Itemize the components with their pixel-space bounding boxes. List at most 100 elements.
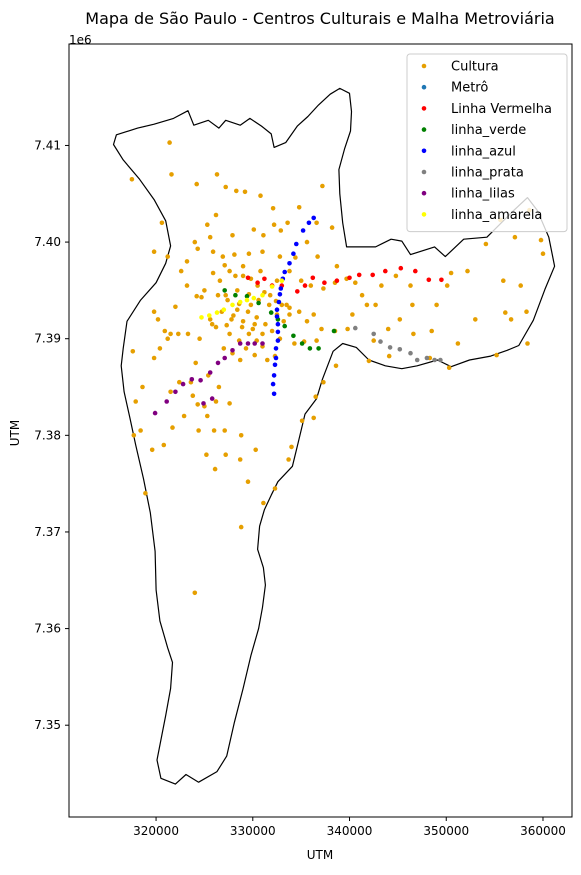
data-point xyxy=(353,325,358,331)
data-point xyxy=(356,272,362,278)
data-point xyxy=(214,172,220,177)
data-point xyxy=(244,297,250,303)
data-point xyxy=(213,324,219,330)
data-point xyxy=(151,249,157,254)
legend-label: Linha Vermelha xyxy=(451,102,552,117)
series-linha-prata xyxy=(353,325,443,363)
data-point xyxy=(240,273,246,279)
data-point xyxy=(315,254,320,259)
data-point xyxy=(273,346,279,351)
data-point xyxy=(432,357,437,363)
data-point xyxy=(252,321,257,327)
data-point xyxy=(350,312,355,317)
data-point xyxy=(204,452,209,458)
data-point xyxy=(370,272,376,278)
data-point xyxy=(181,413,187,419)
data-point xyxy=(168,389,173,395)
data-point xyxy=(245,479,251,485)
data-point xyxy=(353,280,358,286)
data-point xyxy=(282,323,288,329)
legend-marker xyxy=(421,169,427,175)
data-point xyxy=(256,300,261,306)
data-point xyxy=(221,346,227,351)
legend-marker xyxy=(421,190,427,196)
data-point xyxy=(413,268,418,274)
data-point xyxy=(272,486,278,491)
data-point xyxy=(274,314,280,319)
data-point xyxy=(211,428,217,433)
y-tick-label: 7.37 xyxy=(34,525,61,539)
data-point xyxy=(221,307,227,313)
y-axis-label: UTM xyxy=(8,420,22,446)
data-point xyxy=(194,181,199,187)
data-point xyxy=(424,355,430,361)
series-linha-azul xyxy=(270,215,317,397)
data-point xyxy=(231,313,236,318)
data-point xyxy=(271,391,277,397)
data-point xyxy=(245,309,251,315)
data-point xyxy=(302,283,308,288)
data-point xyxy=(185,331,191,337)
data-point xyxy=(313,394,319,400)
data-point xyxy=(232,252,237,257)
data-point xyxy=(227,331,232,337)
data-point xyxy=(199,294,204,300)
data-point xyxy=(275,338,281,343)
data-point xyxy=(414,357,420,363)
data-point xyxy=(292,341,297,346)
data-point xyxy=(473,317,478,322)
data-point xyxy=(189,377,195,382)
data-point xyxy=(237,299,243,305)
data-point xyxy=(379,283,384,288)
data-point xyxy=(199,315,204,320)
data-point xyxy=(393,273,399,279)
data-point xyxy=(260,292,265,298)
data-point xyxy=(233,273,238,279)
data-point xyxy=(225,297,230,303)
data-point xyxy=(291,333,296,339)
legend-label: Metrô xyxy=(451,81,488,96)
data-point xyxy=(269,284,275,289)
data-point xyxy=(195,246,200,252)
data-point xyxy=(287,312,292,317)
chart-title: Mapa de São Paulo - Centros Culturais e … xyxy=(85,9,554,28)
data-point xyxy=(438,357,443,363)
data-point xyxy=(129,177,135,182)
data-point xyxy=(253,447,258,453)
data-point xyxy=(237,457,243,462)
x-tick-label: 330000 xyxy=(230,824,276,838)
data-point xyxy=(193,360,198,366)
data-point xyxy=(281,319,287,324)
data-point xyxy=(314,338,319,343)
data-point xyxy=(304,239,310,245)
data-point xyxy=(512,234,518,240)
data-point xyxy=(518,283,523,288)
data-point xyxy=(333,363,339,369)
legend-box xyxy=(406,53,568,233)
x-tick-label: 350000 xyxy=(423,824,469,838)
data-point xyxy=(237,341,243,346)
data-point xyxy=(276,299,282,305)
data-point xyxy=(159,220,165,226)
city-boundary xyxy=(112,87,556,785)
data-point xyxy=(207,234,213,240)
data-point xyxy=(169,172,174,177)
legend: Cultura Metrô Linha Vermelha linha_verdelin… xyxy=(406,53,568,233)
data-point xyxy=(321,286,326,291)
data-point xyxy=(274,278,280,284)
data-point xyxy=(267,292,273,298)
data-point xyxy=(371,338,377,343)
data-point xyxy=(408,350,413,356)
data-point xyxy=(296,205,302,210)
data-point xyxy=(347,275,352,281)
data-point xyxy=(501,278,506,284)
data-point xyxy=(397,317,403,322)
x-axis-label: UTM xyxy=(307,848,333,862)
y-tick-label: 7.38 xyxy=(34,428,61,442)
data-point xyxy=(321,379,326,385)
data-point xyxy=(149,447,155,453)
data-point xyxy=(238,524,244,530)
data-point xyxy=(270,206,276,211)
data-point xyxy=(373,302,378,308)
data-point xyxy=(190,393,196,399)
